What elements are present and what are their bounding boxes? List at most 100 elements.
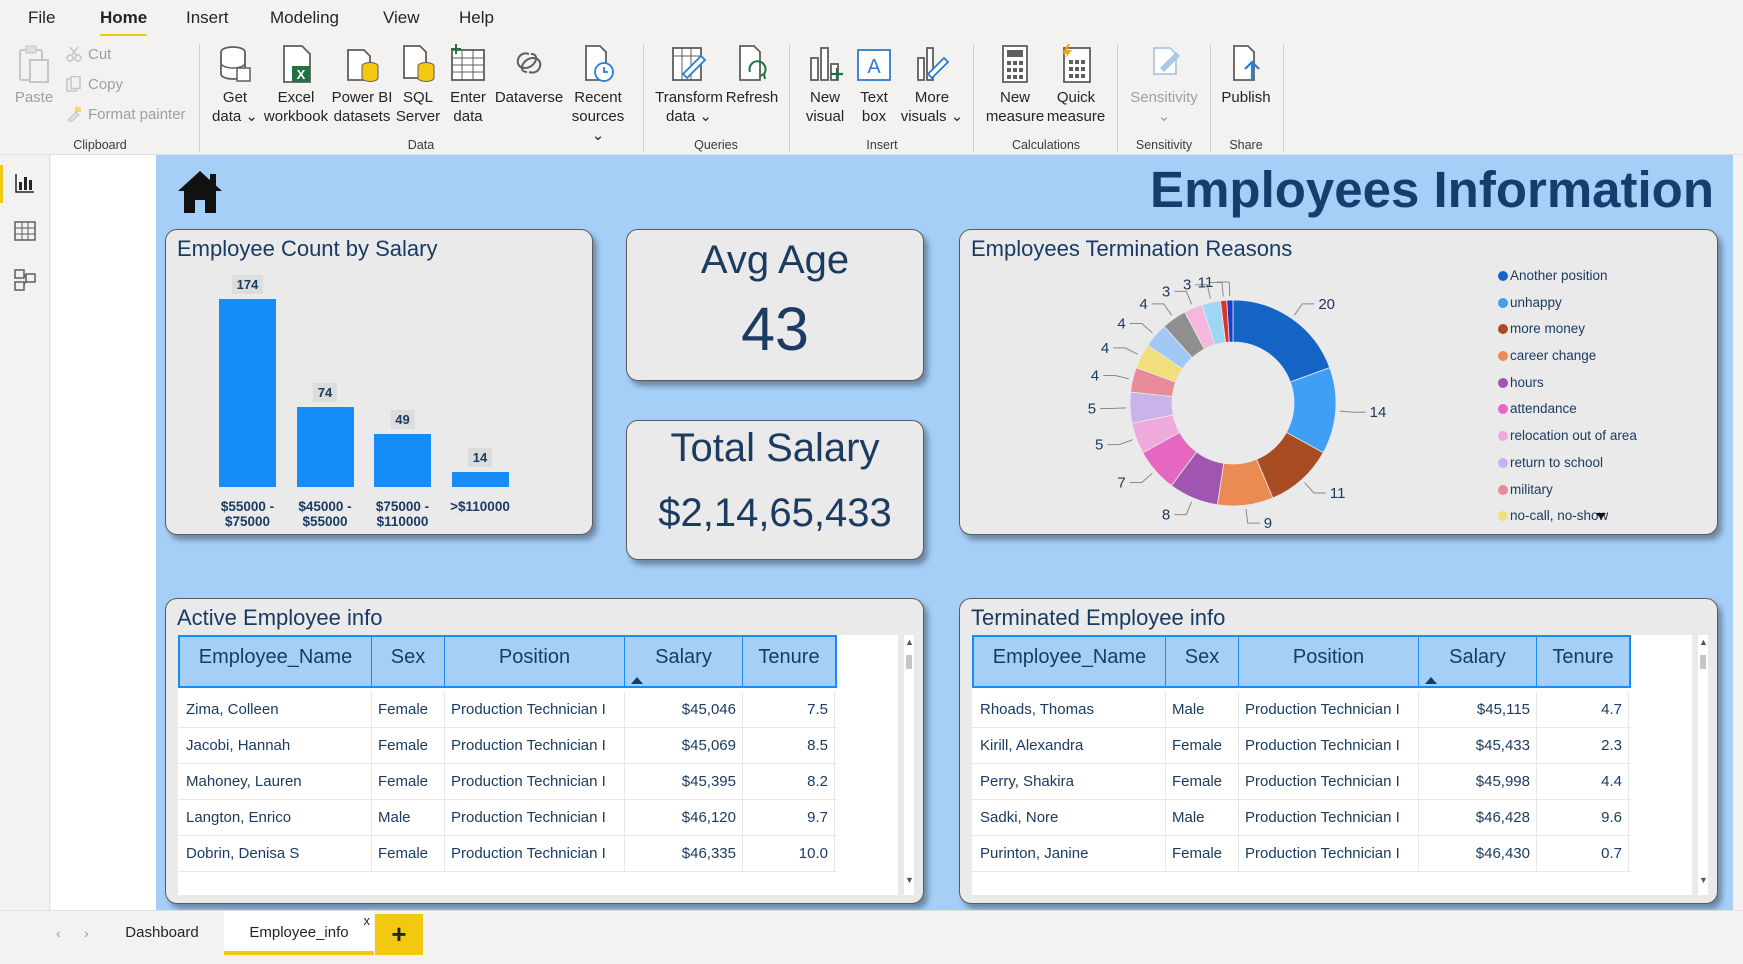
add-page-button[interactable]: + (375, 914, 423, 955)
text-box-button[interactable]: A Text box (852, 44, 896, 126)
table-row[interactable]: Dobrin, Denisa S Female Production Technic… (178, 836, 837, 872)
table-cell: Rhoads, Thomas (974, 692, 1166, 728)
donut-slice[interactable] (1226, 299, 1234, 343)
legend-item[interactable]: career change (1498, 348, 1637, 375)
donut-data-label: 5 (1095, 437, 1103, 454)
table-row[interactable]: Zima, Colleen Female Production Technician… (178, 692, 837, 728)
scroll-up-icon[interactable]: ▲ (905, 637, 914, 647)
legend-scroll-down-icon[interactable] (1596, 513, 1606, 519)
transform-data-button[interactable]: Transform data ⌄ (654, 44, 724, 126)
table-row[interactable]: Kirill, Alexandra Female Production Techni… (972, 728, 1631, 764)
table-row[interactable]: Perry, Shakira Female Production Technicia… (972, 764, 1631, 800)
column-header[interactable]: Sex (1166, 637, 1239, 686)
terminated-table-title: Terminated Employee info (971, 605, 1226, 630)
scroll-thumb[interactable] (1700, 655, 1706, 669)
close-tab-icon[interactable]: x (363, 913, 371, 928)
sort-ascending-icon[interactable] (1425, 677, 1437, 684)
dataverse-button[interactable]: Dataverse (494, 44, 564, 107)
column-header[interactable]: Position (445, 637, 625, 686)
legend-item[interactable]: no-call, no-show (1498, 508, 1637, 535)
terminated-table-scrollbar[interactable]: ▲ ▼ (1698, 635, 1708, 895)
salary-chart-card[interactable]: Employee Count by Salary 174 $55000 - $750… (165, 229, 593, 535)
table-cell: Production Technician I (445, 836, 625, 872)
enter-data-button[interactable]: Enter data (444, 44, 492, 126)
tab-employee-info[interactable]: Employee_info x (224, 911, 374, 955)
table-row[interactable]: Purinton, Janine Female Production Technic… (972, 836, 1631, 872)
table-cell: 10.0 (743, 836, 835, 872)
donut-leader-line (1245, 509, 1260, 524)
active-table-scrollbar[interactable]: ▲ ▼ (904, 635, 914, 895)
column-header[interactable]: Salary (625, 637, 743, 686)
column-header[interactable]: Position (1239, 637, 1419, 686)
table-row[interactable]: Jacobi, Hannah Female Production Technicia… (178, 728, 837, 764)
column-header[interactable]: Tenure (743, 637, 835, 686)
donut-slice[interactable] (1232, 299, 1331, 383)
legend-item[interactable]: Another position (1498, 268, 1637, 295)
table-row[interactable]: Langton, Enrico Male Production Technician… (178, 800, 837, 836)
scroll-up-icon[interactable]: ▲ (1699, 637, 1708, 647)
bar[interactable] (451, 471, 509, 487)
new-measure-button[interactable]: New measure (984, 44, 1046, 126)
paste-button[interactable]: Paste (12, 44, 56, 107)
legend-item[interactable]: unhappy (1498, 295, 1637, 322)
quick-measure-label-1: Quick (1056, 89, 1096, 106)
recent-sources-button[interactable]: Recent sources ⌄ (566, 44, 630, 145)
column-header[interactable]: Tenure (1537, 637, 1629, 686)
bar[interactable] (296, 407, 354, 487)
format-painter-button[interactable]: Format painter (66, 106, 186, 123)
cut-label: Cut (88, 46, 112, 63)
scroll-thumb[interactable] (906, 655, 912, 669)
model-view-icon[interactable] (13, 268, 37, 292)
power-bi-datasets-button[interactable]: Power BI datasets (329, 44, 395, 126)
column-header[interactable]: Employee_Name (974, 637, 1166, 686)
publish-button[interactable]: Publish (1218, 44, 1274, 107)
quick-measure-label-2: measure (1046, 108, 1106, 125)
legend-item[interactable]: military (1498, 482, 1637, 509)
menu-file[interactable]: File (28, 8, 56, 27)
home-icon[interactable] (176, 169, 224, 215)
menu-help[interactable]: Help (459, 8, 494, 27)
legend-item[interactable]: attendance (1498, 401, 1637, 428)
new-measure-label-2: measure (985, 108, 1045, 125)
table-row[interactable]: Mahoney, Lauren Female Production Technici… (178, 764, 837, 800)
table-row[interactable]: Rhoads, Thomas Male Production Technician … (972, 692, 1631, 728)
menu-modeling[interactable]: Modeling (270, 8, 339, 27)
legend-item[interactable]: relocation out of area (1498, 428, 1637, 455)
quick-measure-button[interactable]: Quick measure (1044, 44, 1108, 126)
table-row[interactable]: Sadki, Nore Male Production Technician I $4… (972, 800, 1631, 836)
bar[interactable] (374, 434, 431, 487)
legend-item[interactable]: hours (1498, 375, 1637, 402)
column-header[interactable]: Employee_Name (180, 637, 372, 686)
sensitivity-button[interactable]: Sensitivity ⌄ (1126, 44, 1202, 126)
column-header[interactable]: Salary (1419, 637, 1537, 686)
legend-item[interactable]: more money (1498, 321, 1637, 348)
table-cell: 2.3 (1537, 728, 1629, 764)
scroll-down-icon[interactable]: ▼ (905, 875, 914, 885)
termination-chart-card[interactable]: Employees Termination Reasons 20 14 11 9 8 7 5… (959, 229, 1718, 535)
scroll-down-icon[interactable]: ▼ (1699, 875, 1708, 885)
more-visuals-button[interactable]: More visuals ⌄ (900, 44, 964, 126)
excel-workbook-button[interactable]: X Excel workbook (262, 44, 330, 126)
menu-insert[interactable]: Insert (186, 8, 229, 27)
refresh-button[interactable]: Refresh (724, 44, 780, 107)
legend-item[interactable]: return to school (1498, 455, 1637, 482)
donut-data-label: 4 (1139, 296, 1147, 313)
copy-button[interactable]: Copy (66, 75, 123, 93)
tab-dashboard[interactable]: Dashboard (125, 924, 199, 941)
tab-scroll-right-icon[interactable]: › (84, 925, 89, 941)
table-cell: Female (1166, 836, 1239, 872)
column-header[interactable]: Sex (372, 637, 445, 686)
report-view-icon[interactable] (13, 171, 37, 195)
cut-button[interactable]: Cut (66, 46, 111, 63)
transform-label-1: Transform (655, 89, 723, 106)
menu-home[interactable]: Home (100, 8, 148, 37)
menu-view[interactable]: View (383, 8, 420, 27)
data-view-icon[interactable] (13, 219, 37, 243)
sort-ascending-icon[interactable] (631, 677, 643, 684)
new-visual-button[interactable]: New visual (800, 44, 850, 126)
sql-server-button[interactable]: SQL Server (393, 44, 443, 126)
table-cell: 7.5 (743, 692, 835, 728)
bar[interactable] (219, 299, 276, 487)
get-data-button[interactable]: Get data ⌄ (210, 44, 260, 126)
tab-scroll-left-icon[interactable]: ‹ (56, 925, 61, 941)
